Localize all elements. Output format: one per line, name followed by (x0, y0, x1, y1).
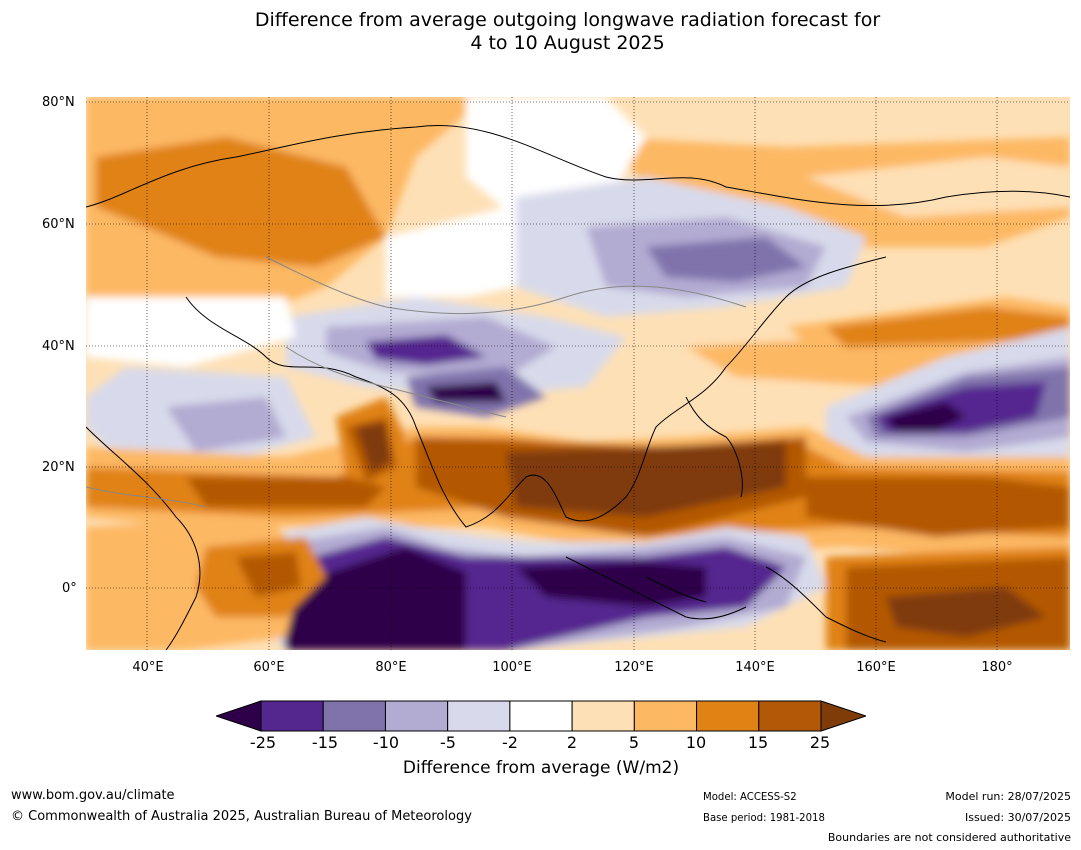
colorbar-extend-low (214, 700, 262, 732)
colorbar-tick: 25 (809, 733, 831, 752)
colorbar-swatches (214, 700, 868, 732)
boundaries-disclaimer: Boundaries are not considered authoritat… (827, 831, 1071, 844)
lat-label-40n: 40°N (42, 339, 75, 354)
colorbar-tick: -5 (440, 733, 456, 752)
map-title: Difference from average outgoing longwav… (0, 9, 1081, 55)
colorbar-swatch (509, 700, 573, 732)
colorbar-swatch (571, 700, 635, 732)
coastlines (86, 125, 1070, 650)
colorbar-swatch (322, 700, 386, 732)
lon-label-140e: 140°E (735, 660, 775, 675)
anomaly-fields (86, 97, 1070, 650)
colorbar-swatch (447, 700, 511, 732)
lon-label-80e: 80°E (375, 660, 407, 675)
website-link[interactable]: www.bom.gov.au/climate (11, 788, 175, 803)
title-line-1: Difference from average outgoing longwav… (254, 9, 881, 31)
title-line-2: 4 to 10 August 2025 (470, 32, 665, 54)
olr-anomaly-map (86, 97, 1070, 650)
colorbar-tick: -15 (311, 733, 339, 752)
lon-label-60e: 60°E (253, 660, 285, 675)
colorbar-swatch (758, 700, 822, 732)
map-canvas (86, 97, 1070, 650)
colorbar-tick: 5 (628, 733, 640, 752)
colorbar-label: Difference from average (W/m2) (402, 758, 680, 778)
colorbar-tick: -2 (502, 733, 518, 752)
copyright-text: © Commonwealth of Australia 2025, Austra… (11, 809, 472, 824)
colorbar-swatch (384, 700, 449, 732)
lat-label-20n: 20°N (42, 460, 75, 475)
lon-label-120e: 120°E (614, 660, 654, 675)
model-run-date: Model run: 28/07/2025 (945, 790, 1071, 803)
lon-label-100e: 100°E (492, 660, 532, 675)
model-name: Model: ACCESS-S2 (703, 790, 797, 803)
colorbar-swatch (633, 700, 698, 732)
lon-label-40e: 40°E (132, 660, 164, 675)
colorbar-tick: 2 (566, 733, 578, 752)
lon-label-160e: 160°E (856, 660, 896, 675)
gridlines (86, 97, 1070, 650)
lat-label-80n: 80°N (42, 95, 75, 110)
country-borders (86, 256, 747, 508)
lat-label-0: 0° (62, 581, 77, 596)
colorbar-tick: 10 (685, 733, 707, 752)
lon-label-180: 180° (981, 660, 1013, 675)
lat-label-60n: 60°N (42, 217, 75, 232)
colorbar (214, 700, 868, 732)
colorbar-tick: 15 (747, 733, 769, 752)
colorbar-extend-high (820, 700, 868, 732)
base-period: Base period: 1981-2018 (703, 811, 825, 824)
colorbar-tick: -10 (372, 733, 400, 752)
issued-date: Issued: 30/07/2025 (964, 811, 1071, 824)
colorbar-tick: -25 (249, 733, 277, 752)
colorbar-ticks: -25 -15 -10 -5 -2 2 5 10 15 25 (0, 733, 1081, 755)
colorbar-swatch (260, 700, 324, 732)
colorbar-swatch (696, 700, 760, 732)
